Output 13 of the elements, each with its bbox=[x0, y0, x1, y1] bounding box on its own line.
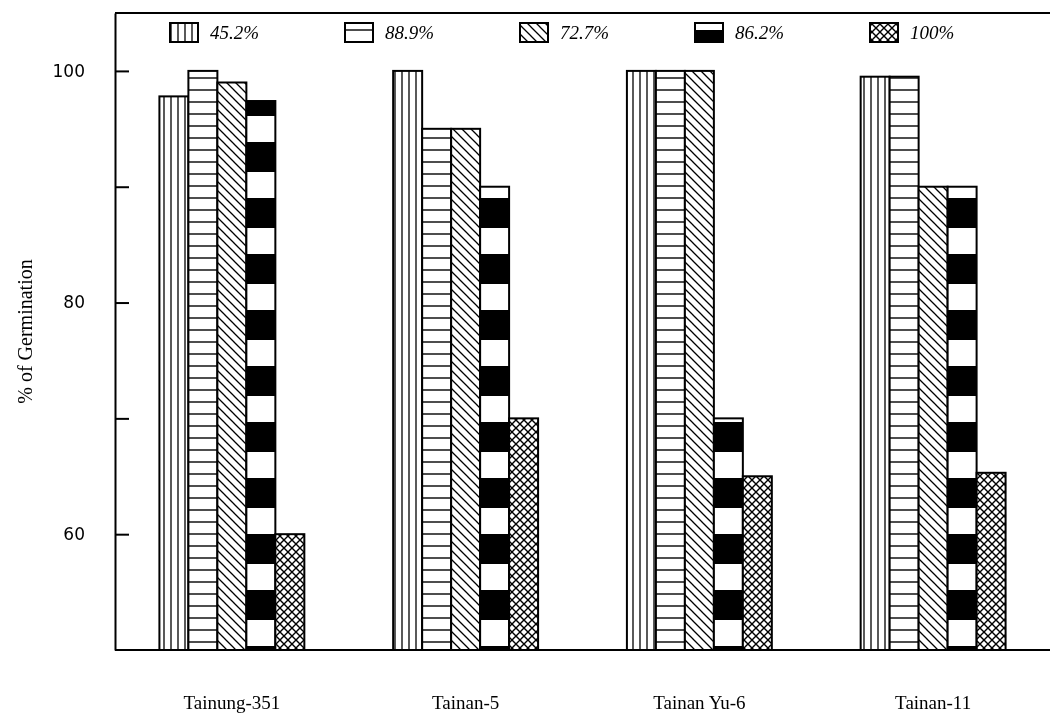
y-axis-title: % of Germination bbox=[14, 259, 36, 404]
x-tick-label: Tainung-351 bbox=[183, 692, 281, 714]
legend-label: 72.7% bbox=[560, 22, 610, 43]
y-tick-label: 60 bbox=[63, 524, 85, 545]
legend-label: 45.2% bbox=[210, 22, 260, 43]
x-tick-label: Tainan-5 bbox=[431, 692, 500, 714]
legend-label: 100% bbox=[910, 22, 955, 43]
x-tick-label: Tainan Yu-6 bbox=[653, 692, 746, 714]
legend-label: 86.2% bbox=[735, 22, 785, 43]
y-tick-label: 100 bbox=[52, 60, 85, 81]
legend-label: 88.9% bbox=[385, 22, 435, 43]
y-tick-label: 80 bbox=[63, 292, 85, 313]
x-tick-label: Tainan-11 bbox=[895, 692, 972, 714]
